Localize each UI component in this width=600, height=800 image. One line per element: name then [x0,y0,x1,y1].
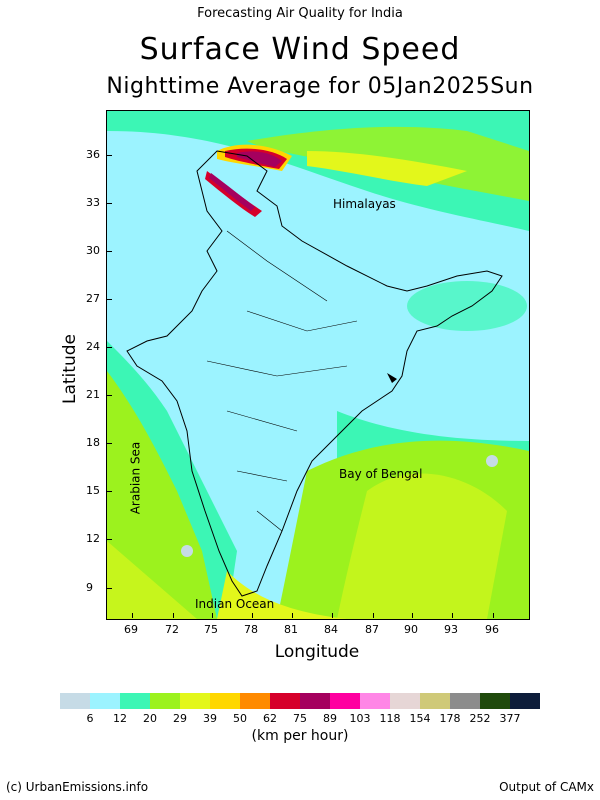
legend-label: 252 [469,712,491,725]
legend-swatch [180,693,210,709]
legend-label: 6 [86,712,94,725]
legend-swatch [330,693,360,709]
legend-units: (km per hour) [251,728,349,744]
legend-label: 377 [499,712,521,725]
arabian-sea-high-zone [107,371,217,619]
indian-ocean-zone [217,571,347,619]
state-borders [206,230,358,532]
legend-swatch [210,693,240,709]
grey-patch-2 [486,455,498,467]
jet-core [237,151,282,167]
sundarbans-mark [387,373,397,383]
x-tick-mark [332,613,333,618]
y-tick-label: 33 [86,196,100,209]
x-tick-mark [292,613,293,618]
sub-title: Nighttime Average for 05Jan2025Sun [106,74,534,99]
label-arabian-sea: Arabian Sea [128,441,143,515]
copyright-text: (c) UrbanEmissions.info [6,780,149,794]
x-tick-label: 81 [284,623,298,636]
x-tick-mark [373,613,374,618]
legend-label: 12 [113,712,127,725]
main-title: Surface Wind Speed [139,32,461,67]
legend-label: 89 [323,712,337,725]
legend-label: 29 [173,712,187,725]
legend-swatch [510,693,540,709]
wind-speed-map [107,111,529,619]
y-tick-mark [107,443,112,444]
legend-label: 62 [263,712,277,725]
y-tick-mark [107,299,112,300]
x-tick-mark [452,613,453,618]
legend-swatch [360,693,390,709]
legend-label: 118 [379,712,401,725]
india-outline [126,150,503,597]
y-tick-label: 9 [86,581,93,594]
x-tick-label: 96 [485,623,499,636]
legend-swatch [120,693,150,709]
x-tick-label: 93 [444,623,458,636]
y-tick-mark [107,588,112,589]
x-tick-mark [252,613,253,618]
legend-swatch [480,693,510,709]
y-tick-mark [107,155,112,156]
y-tick-label: 30 [86,244,100,257]
y-tick-label: 12 [86,532,100,545]
y-tick-label: 18 [86,436,100,449]
y-tick-mark [107,347,112,348]
x-tick-mark [132,613,133,618]
color-legend [60,693,540,709]
legend-label: 103 [349,712,371,725]
jet-south-core [209,173,255,211]
legend-swatch [300,693,330,709]
legend-label: 75 [293,712,307,725]
y-tick-label: 15 [86,484,100,497]
y-tick-label: 36 [86,148,100,161]
ne-patch [407,281,527,331]
legend-swatch [150,693,180,709]
label-bay-of-bengal: Bay of Bengal [339,467,423,481]
x-axis-label: Longitude [274,642,360,662]
legend-swatch [420,693,450,709]
x-tick-label: 72 [165,623,179,636]
output-text: Output of CAMx [499,780,594,794]
map-frame: Himalayas Bay of Bengal Indian Ocean Ara… [106,110,530,620]
legend-swatch [450,693,480,709]
y-tick-label: 21 [86,388,100,401]
x-tick-label: 87 [365,623,379,636]
label-indian-ocean: Indian Ocean [195,597,275,611]
bay-peak-zone [337,473,507,619]
y-axis-label: Latitude [60,334,80,404]
x-tick-label: 78 [244,623,258,636]
label-himalayas: Himalayas [333,197,396,211]
himalaya-streak [307,151,467,186]
x-tick-mark [412,613,413,618]
legend-label: 178 [439,712,461,725]
y-tick-label: 24 [86,340,100,353]
y-tick-mark [107,491,112,492]
x-tick-label: 90 [404,623,418,636]
grey-patch-1 [181,545,193,557]
legend-label: 154 [409,712,431,725]
y-tick-mark [107,251,112,252]
legend-swatch [390,693,420,709]
y-tick-mark [107,203,112,204]
legend-label: 20 [143,712,157,725]
x-tick-mark [173,613,174,618]
legend-swatch [60,693,90,709]
x-tick-mark [493,613,494,618]
legend-label: 39 [203,712,217,725]
legend-swatch [240,693,270,709]
legend-swatch [270,693,300,709]
legend-label: 50 [233,712,247,725]
x-tick-label: 69 [124,623,138,636]
x-tick-mark [212,613,213,618]
y-tick-label: 27 [86,292,100,305]
x-tick-label: 84 [324,623,338,636]
south-west-zone [107,541,197,619]
y-tick-mark [107,539,112,540]
header-top-title: Forecasting Air Quality for India [197,6,403,21]
x-tick-label: 75 [204,623,218,636]
legend-swatch [90,693,120,709]
y-tick-mark [107,395,112,396]
